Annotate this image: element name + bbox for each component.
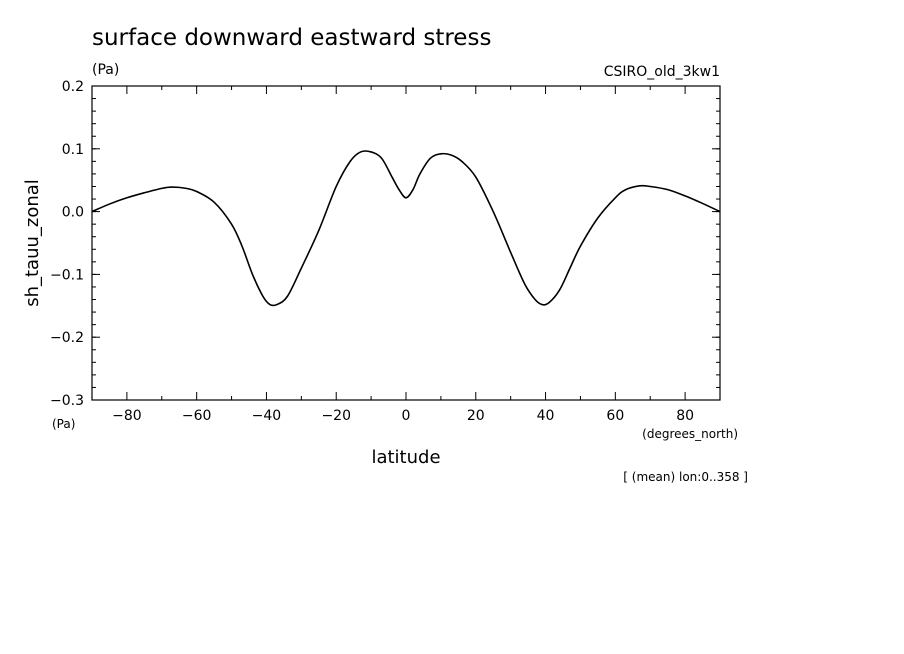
x-tick-label: −40 — [252, 408, 282, 424]
x-tick-label: −60 — [182, 408, 212, 424]
y-tick-label: −0.3 — [50, 393, 84, 409]
minor-ticks — [91, 85, 721, 401]
y-axis-units: (Pa) — [52, 417, 75, 431]
model-label: CSIRO_old_3kw1 — [604, 64, 720, 80]
x-tick-label: 20 — [467, 408, 485, 424]
x-tick-label: −80 — [112, 408, 142, 424]
x-tick-label: −20 — [321, 408, 351, 424]
x-axis-label: latitude — [371, 447, 440, 468]
x-axis-ticks: −80 −60 −40 −20 0 20 40 60 80 — [112, 86, 694, 424]
x-tick-label: 0 — [402, 408, 411, 424]
x-tick-label: 40 — [537, 408, 555, 424]
y-tick-label: 0.1 — [62, 142, 84, 158]
y-tick-label: −0.1 — [50, 267, 84, 283]
footnote: [ (mean) lon:0..358 ] — [623, 470, 748, 484]
chart-title: surface downward eastward stress — [92, 25, 491, 51]
title-units: (Pa) — [92, 62, 119, 78]
plot-frame — [91, 85, 721, 401]
y-tick-label: 0.2 — [62, 79, 84, 95]
y-tick-label: 0.0 — [62, 205, 84, 221]
y-axis-label: sh_tauu_zonal — [22, 179, 43, 307]
x-tick-label: 80 — [676, 408, 694, 424]
x-tick-label: 60 — [606, 408, 624, 424]
y-axis-ticks: 0.2 0.1 0.0 −0.1 −0.2 −0.3 — [50, 79, 720, 409]
y-tick-label: −0.2 — [50, 330, 84, 346]
x-axis-units: (degrees_north) — [642, 427, 738, 441]
series-line — [91, 150, 721, 307]
